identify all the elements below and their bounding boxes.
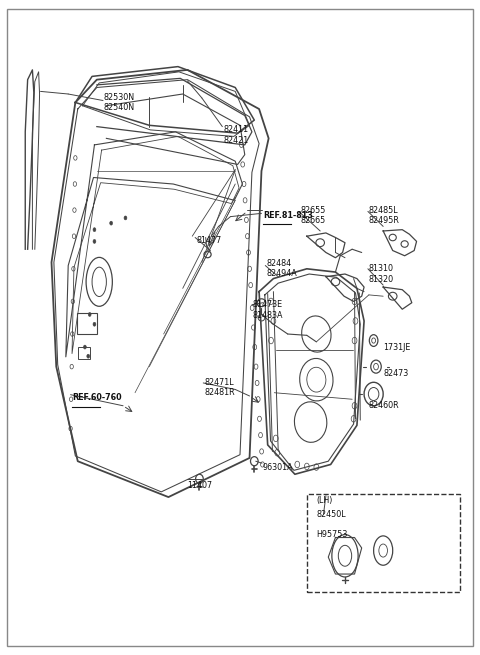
Text: (LH): (LH) — [316, 496, 333, 506]
Text: 82485L
82495R: 82485L 82495R — [369, 206, 400, 225]
Bar — [307, 494, 459, 591]
Bar — [77, 313, 97, 334]
Text: 82411
82421: 82411 82421 — [223, 125, 249, 145]
Ellipse shape — [84, 345, 86, 349]
Text: REF.60-760: REF.60-760 — [72, 394, 121, 402]
Text: 81310
81320: 81310 81320 — [369, 265, 394, 284]
Text: 82460R: 82460R — [369, 402, 399, 410]
Bar — [78, 347, 90, 359]
Text: 96301A: 96301A — [263, 462, 294, 472]
Text: 82473: 82473 — [383, 369, 408, 378]
Ellipse shape — [88, 312, 91, 316]
Text: 82655
82665: 82655 82665 — [300, 206, 325, 225]
Text: 82471L
82481R: 82471L 82481R — [204, 378, 235, 397]
Ellipse shape — [93, 322, 96, 326]
Text: REF.81-813: REF.81-813 — [263, 211, 313, 220]
Ellipse shape — [124, 216, 127, 220]
Ellipse shape — [87, 354, 90, 358]
Text: 11407: 11407 — [188, 481, 213, 490]
Text: 82450L: 82450L — [316, 510, 346, 519]
Text: 81473E
81483A: 81473E 81483A — [253, 300, 283, 320]
Text: 81477: 81477 — [196, 236, 221, 245]
Ellipse shape — [110, 221, 113, 225]
Ellipse shape — [93, 228, 96, 232]
Text: H95753: H95753 — [316, 531, 348, 540]
Text: 82484
82494A: 82484 82494A — [266, 259, 297, 278]
Ellipse shape — [93, 240, 96, 244]
Text: 1731JE: 1731JE — [383, 343, 410, 352]
Text: 82530N
82540N: 82530N 82540N — [104, 93, 135, 112]
